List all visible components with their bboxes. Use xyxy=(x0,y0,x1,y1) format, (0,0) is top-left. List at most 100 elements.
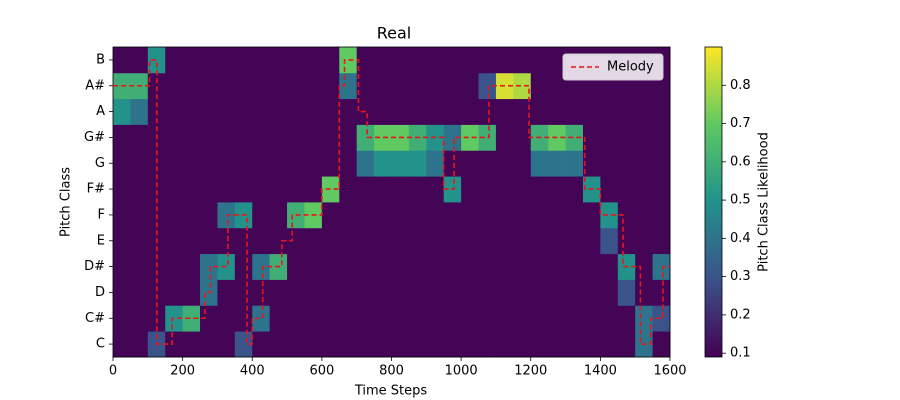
heatmap-cell xyxy=(461,305,479,332)
heatmap-cell xyxy=(652,305,671,332)
heatmap-cell xyxy=(408,227,427,255)
colorbar-tick-label: 0.8 xyxy=(730,78,751,93)
heatmap-cell xyxy=(391,253,410,280)
heatmap-cell xyxy=(565,176,584,203)
heatmap-cell xyxy=(356,47,375,74)
heatmap-cell xyxy=(461,331,479,358)
heatmap-cell xyxy=(269,150,288,177)
heatmap-cell xyxy=(443,98,462,125)
heatmap-cell xyxy=(147,150,166,177)
heatmap-cell xyxy=(408,279,427,306)
heatmap-cell xyxy=(339,47,358,74)
heatmap-cell xyxy=(617,176,636,203)
heatmap-cell xyxy=(321,47,340,74)
heatmap-cell xyxy=(356,202,375,229)
heatmap-cell xyxy=(339,227,358,255)
heatmap-cell xyxy=(495,227,514,255)
y-tick-label: E xyxy=(97,233,105,248)
heatmap-cell xyxy=(321,253,340,280)
melody-line xyxy=(113,59,670,345)
heatmap-cell xyxy=(269,98,288,125)
heatmap-cell xyxy=(548,253,566,280)
heatmap-cell xyxy=(565,331,584,358)
heatmap-cell xyxy=(391,331,410,358)
heatmap-cell xyxy=(548,176,566,203)
heatmap-cell xyxy=(582,253,601,280)
colorbar-label: Pitch Class Likelihood xyxy=(757,132,772,272)
heatmap-cell xyxy=(269,47,288,74)
heatmap-cell xyxy=(182,253,201,280)
heatmap-cell xyxy=(217,331,236,358)
heatmap-cell xyxy=(443,253,462,280)
heatmap-cell xyxy=(321,279,340,306)
heatmap-cell xyxy=(478,305,497,332)
heatmap-cell xyxy=(443,47,462,74)
heatmap-cell xyxy=(304,305,323,332)
heatmap-cell xyxy=(513,72,532,100)
heatmap-cell xyxy=(234,176,253,203)
heatmap-cell xyxy=(304,72,323,100)
heatmap-cell xyxy=(617,98,636,125)
heatmap-cell xyxy=(652,202,671,229)
heatmap-cell xyxy=(339,279,358,306)
heatmap-cell xyxy=(200,227,218,255)
heatmap-cell xyxy=(234,98,253,125)
heatmap-cell xyxy=(495,305,514,332)
heatmap-cell xyxy=(165,331,184,358)
heatmap-cell xyxy=(391,227,410,255)
heatmap-cell xyxy=(182,176,201,203)
heatmap-cell xyxy=(652,124,671,151)
heatmap-cell xyxy=(374,227,392,255)
heatmap-cell xyxy=(530,227,549,255)
heatmap-cell xyxy=(287,124,305,151)
heatmap-cell xyxy=(582,279,601,306)
heatmap-cell xyxy=(635,253,653,280)
heatmap-cell xyxy=(321,98,340,125)
heatmap-cell xyxy=(391,305,410,332)
heatmap-cell xyxy=(582,202,601,229)
heatmap-cell xyxy=(461,124,479,151)
heatmap-cell xyxy=(565,227,584,255)
heatmap-cell xyxy=(217,150,236,177)
heatmap-cell xyxy=(635,98,653,125)
heatmap-cell xyxy=(408,72,427,100)
heatmap-cell xyxy=(548,202,566,229)
heatmap-cell xyxy=(461,227,479,255)
heatmap-cell xyxy=(408,150,427,177)
heatmap-cell xyxy=(287,279,305,306)
heatmap-cell xyxy=(495,331,514,358)
heatmap-cell xyxy=(374,150,392,177)
heatmap-cell xyxy=(217,47,236,74)
legend-label: Melody xyxy=(607,60,654,75)
heatmap-cell xyxy=(635,150,653,177)
heatmap-cell xyxy=(495,47,514,74)
heatmap-cell xyxy=(530,331,549,358)
heatmap-cell xyxy=(130,331,149,358)
heatmap-cell xyxy=(356,176,375,203)
heatmap-cell xyxy=(495,202,514,229)
x-tick-label: 1200 xyxy=(514,364,547,379)
heatmap-cell xyxy=(321,176,340,203)
heatmap-cell xyxy=(374,331,392,358)
heatmap-cell xyxy=(339,176,358,203)
heatmap-cell xyxy=(287,253,305,280)
heatmap-cell xyxy=(200,72,218,100)
colorbar-tick-label: 0.4 xyxy=(730,231,751,246)
heatmap-cell xyxy=(391,202,410,229)
heatmap-cell xyxy=(461,176,479,203)
heatmap-cell xyxy=(461,253,479,280)
heatmap-cell xyxy=(530,98,549,125)
heatmap-cell xyxy=(113,253,131,280)
heatmap-cell xyxy=(304,150,323,177)
heatmap-cell xyxy=(408,305,427,332)
heatmap-cell xyxy=(495,150,514,177)
heatmap-cell xyxy=(426,176,445,203)
heatmap-cell xyxy=(269,202,288,229)
heatmap-cell xyxy=(374,98,392,125)
heatmap-cell xyxy=(234,150,253,177)
heatmap-cell xyxy=(374,279,392,306)
heatmap-cell xyxy=(513,202,532,229)
heatmap-cell xyxy=(548,331,566,358)
heatmap-cell xyxy=(530,253,549,280)
heatmap-cell xyxy=(200,176,218,203)
